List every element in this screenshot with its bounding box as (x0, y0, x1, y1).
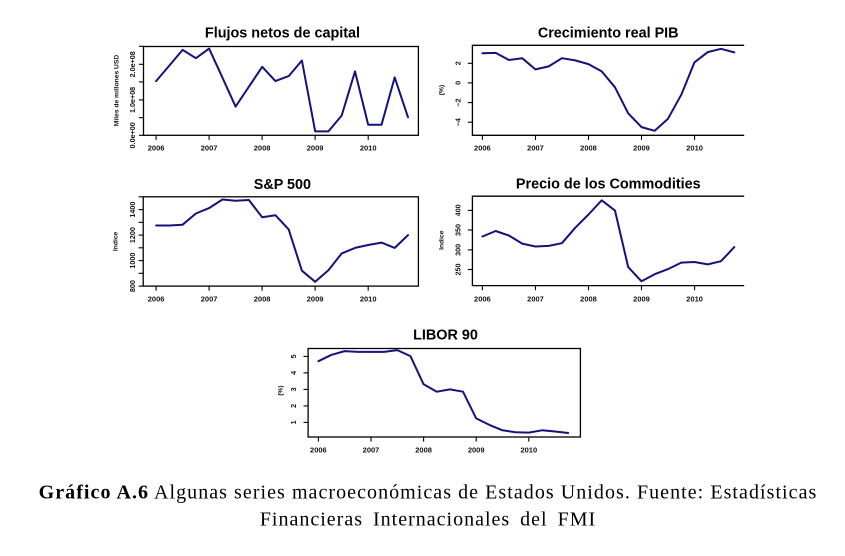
svg-text:Financieras Internacionales de: Financieras Internacionales del FMI (260, 509, 596, 531)
svg-text:Crecimiento real PIB: Crecimiento real PIB (538, 26, 679, 42)
svg-text:Flujos netos de capital: Flujos netos de capital (205, 26, 360, 42)
svg-text:2009: 2009 (468, 445, 485, 454)
svg-text:(%): (%) (439, 85, 446, 95)
svg-text:1200: 1200 (128, 227, 137, 243)
svg-text:2009: 2009 (307, 144, 324, 153)
svg-text:2006: 2006 (148, 144, 165, 153)
svg-text:2006: 2006 (148, 294, 165, 303)
svg-text:2006: 2006 (474, 294, 491, 303)
svg-text:0: 0 (454, 81, 463, 85)
svg-text:1: 1 (289, 420, 298, 424)
svg-text:Indice: Indice (113, 231, 120, 251)
svg-text:2008: 2008 (580, 144, 597, 153)
svg-text:2008: 2008 (415, 445, 432, 454)
svg-text:Gráfico A.6 Algunas series mac: Gráfico A.6 Algunas series macroeconómic… (39, 482, 818, 504)
svg-text:Precio de los Commodities: Precio de los Commodities (516, 177, 701, 193)
svg-text:2007: 2007 (527, 144, 544, 153)
svg-text:−2: −2 (454, 98, 463, 106)
svg-text:1400: 1400 (128, 202, 137, 218)
svg-text:(%): (%) (278, 385, 285, 395)
svg-text:2007: 2007 (201, 144, 218, 153)
svg-text:Indice: Indice (439, 230, 446, 250)
svg-text:4: 4 (289, 371, 298, 375)
svg-text:5: 5 (289, 354, 298, 358)
svg-text:2010: 2010 (520, 445, 537, 454)
svg-text:300: 300 (454, 244, 463, 256)
svg-text:2009: 2009 (633, 144, 650, 153)
svg-text:2007: 2007 (201, 294, 218, 303)
svg-text:3: 3 (289, 387, 298, 391)
svg-text:2006: 2006 (474, 144, 491, 153)
svg-text:LIBOR 90: LIBOR 90 (413, 328, 478, 344)
svg-text:400: 400 (454, 204, 463, 216)
svg-text:2010: 2010 (360, 144, 377, 153)
svg-text:2008: 2008 (254, 294, 271, 303)
svg-text:1000: 1000 (128, 253, 137, 269)
svg-text:2007: 2007 (363, 445, 380, 454)
svg-text:2010: 2010 (360, 294, 377, 303)
svg-text:2: 2 (289, 404, 298, 408)
svg-text:0.0e+00: 0.0e+00 (128, 122, 137, 148)
svg-text:1.0e+08: 1.0e+08 (128, 87, 137, 113)
svg-text:2007: 2007 (527, 294, 544, 303)
svg-text:2008: 2008 (254, 144, 271, 153)
svg-text:800: 800 (128, 280, 137, 292)
svg-text:250: 250 (454, 264, 463, 276)
svg-text:2006: 2006 (310, 445, 327, 454)
svg-text:Miles de millones USD: Miles de millones USD (113, 55, 120, 127)
svg-text:2010: 2010 (686, 294, 703, 303)
svg-text:2009: 2009 (633, 294, 650, 303)
svg-text:350: 350 (454, 224, 463, 236)
svg-text:2010: 2010 (686, 144, 703, 153)
svg-text:2.0e+08: 2.0e+08 (128, 51, 137, 77)
svg-text:−4: −4 (454, 118, 463, 126)
svg-text:2008: 2008 (580, 294, 597, 303)
svg-text:S&P 500: S&P 500 (254, 177, 311, 193)
svg-text:2009: 2009 (307, 294, 324, 303)
svg-text:2: 2 (454, 61, 463, 65)
